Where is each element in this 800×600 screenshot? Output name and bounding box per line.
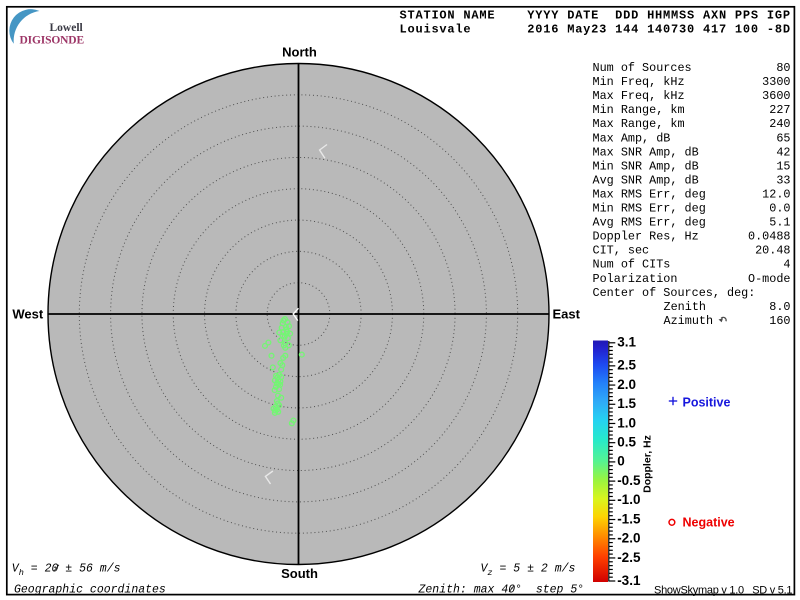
svg-text:Max Freq, kHz: Max Freq, kHz [593, 89, 685, 103]
svg-text:Min Range, km: Min Range, km [593, 103, 685, 117]
svg-text:240: 240 [769, 117, 790, 131]
svg-text:65: 65 [776, 131, 790, 145]
svg-text:ShowSkymap v 1.0 SD v 5.1: ShowSkymap v 1.0 SD v 5.1 [654, 584, 793, 596]
svg-text:Avg SNR Amp, dB: Avg SNR Amp, dB [593, 173, 699, 187]
svg-text:Positive: Positive [683, 396, 731, 410]
svg-text:East: East [553, 306, 581, 321]
svg-text:33: 33 [776, 173, 790, 187]
svg-text:Louisvale 2016 May23 144: Louisvale 2016 May23 144 140730 417 100 … [400, 23, 791, 37]
svg-text:Polarization: Polarization [593, 272, 678, 286]
svg-text:0.0488: 0.0488 [748, 230, 790, 244]
svg-text:North: North [282, 44, 317, 59]
svg-text:-3.1: -3.1 [617, 573, 641, 588]
svg-text:Geographic coordinates: Geographic coordinates [14, 584, 166, 597]
svg-text:Lowell: Lowell [50, 22, 83, 34]
svg-text:227: 227 [769, 103, 790, 117]
svg-text:8.0: 8.0 [769, 300, 790, 314]
svg-text:2.5: 2.5 [617, 358, 636, 373]
svg-text:20.48: 20.48 [755, 244, 790, 258]
svg-text:15: 15 [776, 159, 790, 173]
svg-text:Min RMS Err, deg: Min RMS Err, deg [593, 202, 706, 216]
svg-text:Max SNR Amp, dB: Max SNR Amp, dB [593, 145, 699, 159]
svg-text:Vh = 20 ± 56 m/s: Vh = 20 ± 56 m/s [12, 562, 121, 577]
svg-text:-1.0: -1.0 [617, 492, 640, 507]
svg-text:Max Amp, dB: Max Amp, dB [593, 131, 671, 145]
svg-text:Doppler Res, Hz: Doppler Res, Hz [593, 230, 699, 244]
svg-text:STATION NAME YYYY DATE DDD: STATION NAME YYYY DATE DDD HHMMSS AXN PP… [400, 8, 791, 22]
svg-text:Min Freq, kHz: Min Freq, kHz [593, 75, 685, 89]
svg-text:0.5: 0.5 [617, 434, 636, 449]
svg-text:5.1: 5.1 [769, 216, 790, 230]
svg-text:12.0: 12.0 [762, 187, 790, 201]
svg-text:Num of Sources: Num of Sources [593, 61, 692, 75]
svg-text:-1.5: -1.5 [617, 511, 641, 526]
svg-text:0.0: 0.0 [769, 202, 790, 216]
svg-text:1.5: 1.5 [617, 396, 636, 411]
svg-text:Zenith: max 40° step 5°: Zenith: max 40° step 5° [418, 584, 585, 597]
svg-text:CIT, sec: CIT, sec [593, 244, 650, 258]
svg-text:-2.0: -2.0 [617, 531, 640, 546]
svg-text:4: 4 [783, 258, 790, 272]
svg-text:Negative: Negative [683, 516, 735, 530]
svg-text:3300: 3300 [762, 75, 790, 89]
svg-text:Num of CITs: Num of CITs [593, 258, 671, 272]
svg-text:Doppler, Hz: Doppler, Hz [642, 435, 654, 493]
svg-text:2.0: 2.0 [617, 377, 636, 392]
svg-text:Min SNR Amp, dB: Min SNR Amp, dB [593, 159, 699, 173]
svg-text:South: South [281, 566, 318, 581]
svg-text:-2.5: -2.5 [617, 550, 641, 565]
svg-text:Vz = 5 ± 2 m/s: Vz = 5 ± 2 m/s [481, 562, 576, 577]
svg-text:1.0: 1.0 [617, 415, 636, 430]
svg-text:160: 160 [769, 314, 790, 328]
svg-text:Azimuth: Azimuth [664, 314, 714, 328]
svg-text:O-mode: O-mode [748, 272, 790, 286]
svg-text:West: West [12, 306, 43, 321]
svg-text:Max Range, km: Max Range, km [593, 117, 685, 131]
svg-text:3600: 3600 [762, 89, 790, 103]
svg-text:Avg RMS Err, deg: Avg RMS Err, deg [593, 216, 706, 230]
svg-text:Center of Sources, deg:: Center of Sources, deg: [593, 286, 756, 300]
svg-text:80: 80 [776, 61, 790, 75]
svg-text:-0.5: -0.5 [617, 473, 641, 488]
svg-text:0: 0 [617, 454, 625, 469]
svg-text:42: 42 [776, 145, 790, 159]
svg-text:3.1: 3.1 [617, 335, 636, 350]
svg-text:Max RMS Err, deg: Max RMS Err, deg [593, 187, 706, 201]
svg-text:Zenith: Zenith [664, 300, 706, 314]
svg-text:DIGISONDE: DIGISONDE [20, 35, 85, 47]
